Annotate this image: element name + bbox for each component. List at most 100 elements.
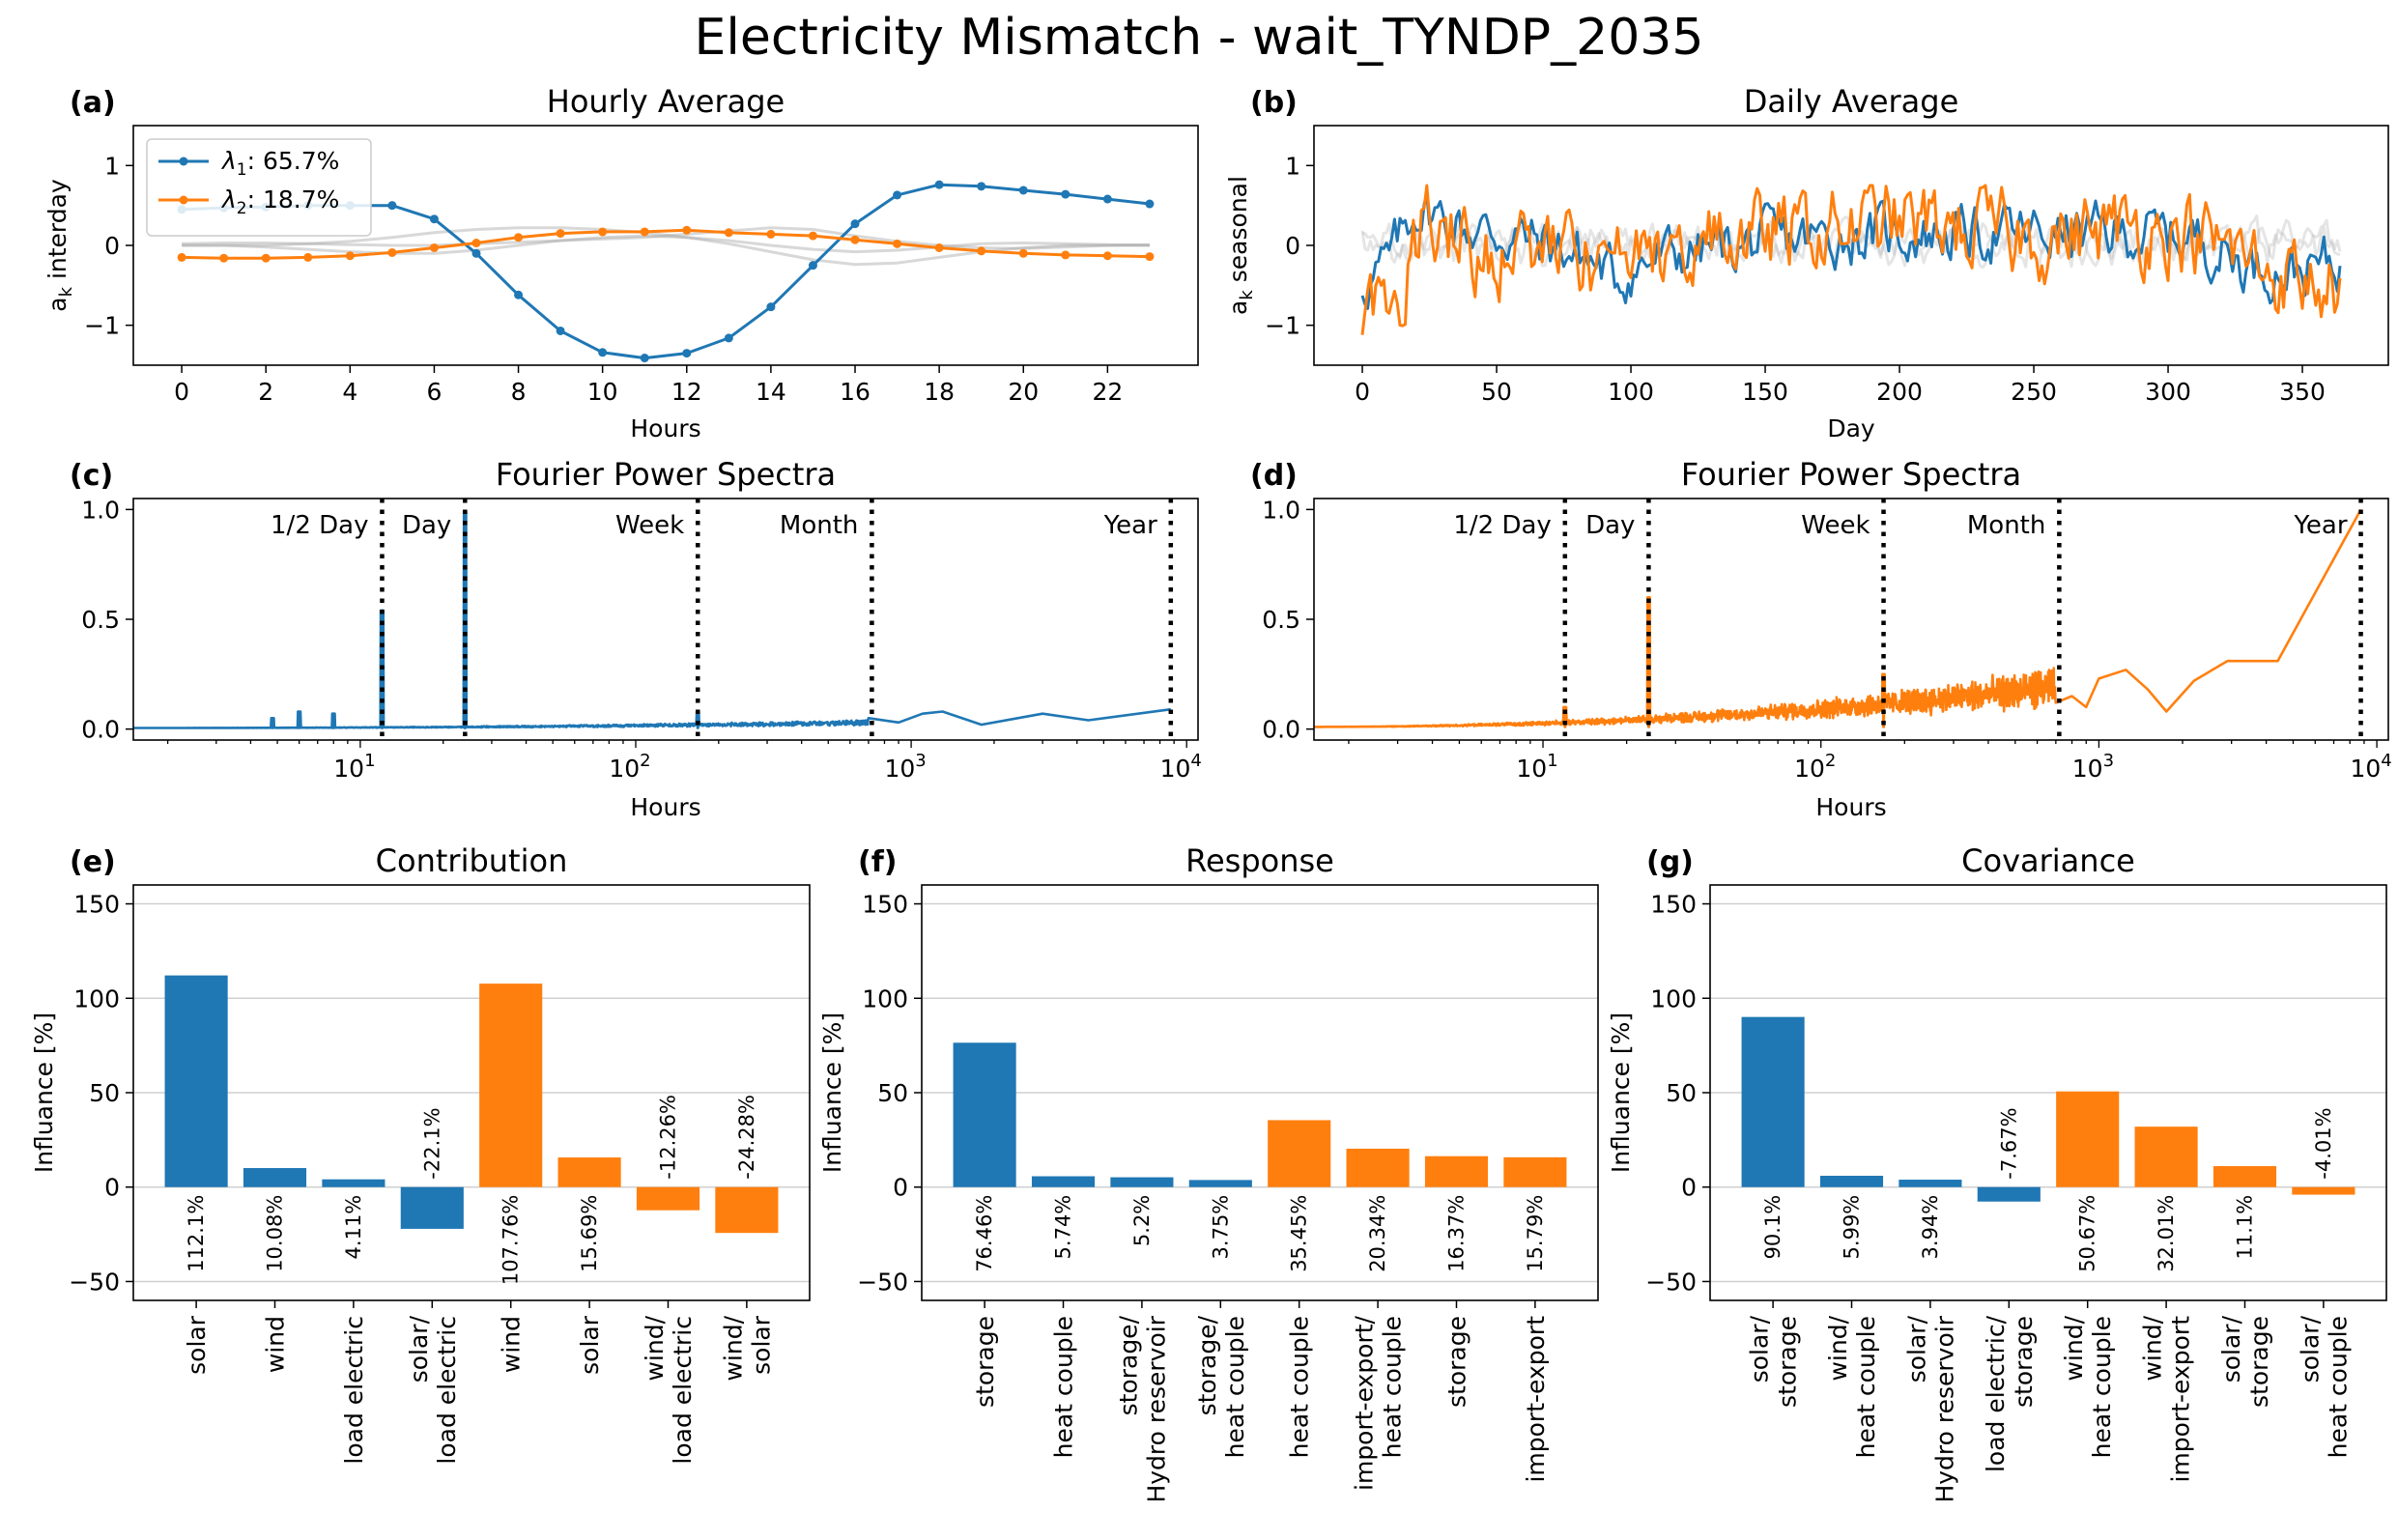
bar-value-label: 5.99%: [1841, 1195, 1864, 1260]
bar: [2212, 1166, 2277, 1187]
y-tick-label: 50: [877, 1079, 908, 1107]
bar-value-label: 112.1%: [185, 1195, 208, 1272]
series-point: [598, 227, 608, 237]
y-tick-label: 0: [1285, 232, 1300, 260]
category-label: solar/storage: [1746, 1315, 1802, 1408]
series-point: [893, 239, 902, 248]
x-tick-label: 102: [609, 751, 650, 783]
bar: [1503, 1156, 1567, 1187]
x-tick-label: 102: [1794, 751, 1836, 783]
x-tick-label: 104: [2350, 751, 2391, 783]
series-point: [1018, 185, 1028, 195]
bar-value-label: 3.75%: [1209, 1195, 1232, 1260]
x-tick-label: 18: [924, 378, 955, 406]
bar: [2134, 1126, 2198, 1187]
bar: [1424, 1155, 1489, 1187]
bar: [2292, 1186, 2355, 1195]
bar: [400, 1186, 464, 1229]
series-line: [1360, 192, 2342, 310]
panel-label: (g): [1646, 845, 1694, 879]
legend: λ1: 65.7% λ2: 18.7%: [146, 138, 372, 237]
bar-value-label: 4.11%: [342, 1195, 365, 1260]
series-point: [471, 248, 481, 258]
bar-value-label: -7.67%: [1997, 1107, 2020, 1179]
series-point: [556, 326, 565, 335]
figure-title: Electricity Mismatch - wait_TYNDP_2035: [695, 9, 1704, 67]
y-tick-label: 150: [862, 891, 908, 919]
period-marker-label: 1/2 Day: [1453, 511, 1551, 540]
series-point: [640, 354, 649, 363]
chart-title: Hourly Average: [547, 83, 785, 120]
chart-bar-response: −50 0 50 100 150 76.46% storage 5.74% heat coupl…: [818, 842, 1599, 1503]
bar-value-label: -4.01%: [2312, 1107, 2335, 1179]
period-marker-label: Year: [2294, 511, 2348, 540]
chart-fourier-spectrum-d: 1/2 Day Day Week Month Year 0.0 0.5 1.0 101 102 10…: [1250, 456, 2392, 821]
bar: [1741, 1016, 1805, 1187]
category-label: solar/Hydro reservoir: [1902, 1315, 1958, 1502]
y-axis-label: ak seasonal: [1224, 176, 1257, 315]
series-point: [387, 247, 397, 257]
y-tick-label: 0.5: [1262, 606, 1300, 634]
series-point: [682, 349, 692, 358]
panel-label: (a): [70, 86, 116, 120]
category-label: wind/heat couple: [1824, 1315, 1880, 1458]
y-tick-label: −1: [1265, 312, 1300, 340]
bar: [1110, 1177, 1174, 1187]
series-point: [893, 190, 902, 200]
y-tick-label: −1: [84, 312, 120, 340]
y-tick-label: 50: [89, 1079, 120, 1107]
series-point: [766, 302, 776, 312]
bar: [243, 1168, 307, 1187]
chart-title: Covariance: [1961, 842, 2135, 879]
period-marker-label: Day: [402, 511, 451, 540]
x-tick-label: 2: [258, 378, 273, 406]
bar-value-label: 76.46%: [973, 1195, 996, 1272]
legend-swatch-marker: [179, 195, 188, 205]
axes-frame: [921, 884, 1599, 1301]
x-tick-label: 300: [2145, 378, 2191, 406]
category-label: wind: [498, 1316, 526, 1373]
x-tick-label: 8: [511, 378, 527, 406]
y-tick-label: 1: [1285, 152, 1300, 180]
series-point: [1145, 252, 1155, 262]
chart-title: Contribution: [376, 842, 568, 879]
chart-title: Fourier Power Spectra: [1681, 456, 2021, 493]
category-label: solar/load electric: [405, 1315, 461, 1464]
series-point: [471, 239, 481, 248]
category-label: wind/import-export: [2139, 1315, 2195, 1482]
y-tick-label: 100: [73, 984, 120, 1012]
x-tick-label: 200: [1876, 378, 1923, 406]
series-point: [429, 214, 439, 224]
series-point: [1145, 199, 1155, 209]
x-axis-label: Hours: [630, 793, 700, 821]
axes-frame: [1709, 884, 2387, 1301]
y-tick-label: 50: [1666, 1079, 1697, 1107]
chart-title: Response: [1185, 842, 1334, 879]
y-tick-label: −50: [857, 1268, 908, 1296]
x-tick-label: 16: [840, 378, 871, 406]
bar: [1977, 1186, 2041, 1202]
series-line: [1360, 184, 2342, 335]
series-point: [1061, 189, 1071, 199]
x-tick-label: 103: [2072, 751, 2114, 783]
legend-box: [146, 138, 372, 237]
y-tick-label: 100: [1650, 984, 1697, 1012]
y-tick-label: 1.0: [81, 496, 120, 524]
x-tick-label: 4: [342, 378, 357, 406]
x-tick-label: 101: [333, 751, 375, 783]
y-axis-label: ak interday: [43, 179, 76, 312]
category-label: solar/heat couple: [2296, 1315, 2352, 1458]
x-axis-label: Hours: [1815, 793, 1886, 821]
y-tick-label: 0.5: [81, 606, 120, 634]
x-tick-label: 50: [1481, 378, 1512, 406]
panel-label: (c): [70, 459, 113, 493]
bar-value-label: 5.2%: [1130, 1195, 1154, 1246]
bar: [479, 984, 543, 1187]
bar-value-label: -12.26%: [656, 1095, 679, 1180]
series-point: [808, 231, 817, 241]
panel-label: (d): [1250, 459, 1298, 493]
chart-title: Daily Average: [1744, 83, 1959, 120]
x-tick-label: 6: [426, 378, 442, 406]
bar-value-label: 16.37%: [1444, 1195, 1468, 1272]
bar-value-label: 90.1%: [1761, 1195, 1784, 1260]
